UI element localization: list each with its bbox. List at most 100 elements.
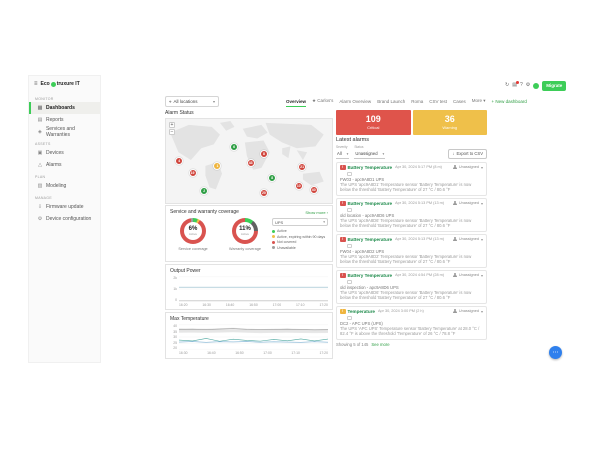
donut-caption: Warranty coverage — [229, 247, 261, 251]
legend-item: Active, expiring within 90 days — [272, 235, 328, 239]
map-zoom-in-button[interactable]: + — [169, 122, 175, 128]
alarm-card[interactable]: ! Battery Temperature Apr 30, 2024 5:13 … — [336, 197, 487, 232]
notification-badge — [515, 81, 519, 84]
notifications-icon[interactable]: ▤ — [512, 81, 519, 88]
tab-cases[interactable]: Cases — [453, 98, 466, 104]
coverage-legend: Active Active, expiring within 90 days N… — [272, 229, 328, 250]
alarm-description: The UPS 'apc9A8D6' Temperature sensor 'B… — [340, 218, 472, 229]
nav-item-label: Dashboards — [46, 105, 75, 111]
nav-item-label: Plan — [35, 175, 46, 179]
severity-icon: ! — [340, 308, 346, 314]
map-cluster-marker[interactable]: 21 — [298, 162, 307, 171]
alarm-card[interactable]: ! Battery Temperature Apr 30, 2024 5:13 … — [336, 233, 487, 268]
avatar[interactable] — [533, 82, 540, 89]
nav-item-label: Manage — [35, 196, 52, 200]
sidebar-item-reports[interactable]: ▤ Reports — [29, 114, 100, 126]
output-power-card: Output Power 2k 1k 0 16:20 16:30 16:40 16:50 1… — [165, 264, 333, 310]
nav-item-icon: ⚙ — [37, 216, 43, 222]
sidebar-item-services-warranties[interactable]: ◈ Services and Warranties — [29, 126, 100, 138]
tab-roma[interactable]: Roma — [411, 98, 424, 104]
nav-item-icon: ▥ — [37, 183, 43, 189]
map-cluster-marker[interactable]: 43 — [246, 158, 255, 167]
sidebar-item-alarms[interactable]: △ Alarms — [29, 159, 100, 171]
alarm-title-link[interactable]: Battery Temperature — [347, 200, 393, 206]
chevron-down-icon[interactable]: ▾ — [480, 236, 483, 242]
assignee-icon — [452, 273, 457, 278]
coverage-show-more-link[interactable]: Show more › — [305, 209, 328, 215]
alarm-description: The UPS 'apc9A8D2' Temperature sensor 'B… — [340, 254, 472, 265]
map-cluster-marker[interactable]: 19 — [188, 168, 197, 177]
coverage-donut: 11% Active Warranty coverage — [222, 218, 268, 251]
tab-more[interactable]: More ▾ — [471, 98, 486, 103]
chevron-down-icon[interactable]: ▾ — [480, 308, 483, 314]
tab-brand-launch[interactable]: Brand Launch — [377, 98, 406, 104]
filter-dropdown[interactable]: All ▾ — [336, 150, 350, 159]
tab-alarm-overview[interactable]: Alarm Overview — [339, 98, 372, 104]
settings-icon[interactable]: ⚙ — [525, 82, 531, 88]
sidebar-item-device-configuration[interactable]: ⚙ Device configuration — [29, 213, 100, 225]
map-cluster-marker[interactable]: 6 — [230, 142, 239, 151]
warning-summary-card[interactable]: 36 Warning — [412, 110, 487, 135]
critical-summary-card[interactable]: 109 Critical — [336, 110, 411, 135]
alarm-title-link[interactable]: Battery Temperature — [347, 236, 393, 242]
chevron-down-icon[interactable]: ▾ — [480, 200, 483, 206]
map-cluster-marker[interactable]: 20 — [259, 188, 268, 197]
new-dashboard-link[interactable]: + New dashboard — [491, 99, 527, 104]
max-temperature-card: Max Temperature 40 35 30 25 20 16:30 16:40 16:… — [165, 312, 333, 359]
alarm-card[interactable]: ! Battery Temperature Apr 30, 2024 4:54 … — [336, 269, 487, 304]
refresh-icon[interactable]: ↻ — [505, 82, 510, 88]
sidebar-section-monitor: Monitor — [29, 93, 100, 102]
tab-carloss[interactable]: ★ Carlos's — [312, 98, 334, 103]
sidebar-item-dashboards[interactable]: ▦ Dashboards — [29, 102, 100, 114]
coverage-device-filter[interactable]: UPS ▾ — [272, 218, 328, 226]
alarm-status: Unassigned — [458, 165, 479, 170]
alarm-card[interactable]: ! Battery Temperature Apr 30, 2024 5:17 … — [336, 161, 487, 196]
donut-caption: Service coverage — [178, 247, 208, 251]
map-cluster-marker[interactable]: 10 — [294, 182, 303, 191]
nav-item-label: Modeling — [46, 183, 67, 189]
map-cluster-marker[interactable]: 1 — [213, 162, 222, 171]
alarm-timestamp: Apr 30, 2024 5:13 PM (13 m) — [395, 201, 445, 206]
map-cluster-marker[interactable]: 40 — [309, 185, 318, 194]
max-temperature-title: Max Temperature — [170, 316, 209, 322]
alarm-description: The UPS 'APC UPS' Temperature sensor 'Ba… — [340, 326, 480, 337]
map-cluster-marker[interactable]: 8 — [268, 173, 277, 182]
menu-icon[interactable]: ≡ — [34, 81, 38, 87]
see-more-link[interactable]: See more — [371, 341, 390, 347]
tab-overview[interactable]: Overview — [286, 97, 307, 107]
tab-csv-test[interactable]: CSV test — [429, 98, 447, 104]
sidebar-item-modeling[interactable]: ▥ Modeling — [29, 180, 100, 192]
nav-item-label: Devices — [46, 150, 64, 156]
alarm-map[interactable]: + − 6 8 43 4 19 1 8 — [165, 118, 333, 204]
alarm-card[interactable]: ! Temperature Apr 30, 2024 3:00 PM (2 h)… — [336, 305, 487, 340]
sidebar: ≡ Eco truxure IT Monitor ▦ Dashboards ▤ — [28, 75, 101, 363]
latest-alarms-panel: Latest alarms Severity All ▾ Status Unass… — [336, 137, 487, 347]
help-icon[interactable]: ? — [519, 82, 523, 88]
location-selector[interactable]: ⌖ All locations ▾ — [165, 96, 219, 107]
migrate-button[interactable]: Migrate — [542, 80, 567, 91]
filter-dropdown[interactable]: Unassigned ▾ — [354, 150, 386, 159]
chevron-down-icon: ▾ — [323, 220, 325, 224]
sidebar-nav: Monitor ▦ Dashboards ▤ Reports ◈ Service… — [29, 93, 100, 225]
latest-alarms-title: Latest alarms — [336, 137, 370, 143]
max-temperature-chart — [179, 324, 328, 350]
sidebar-item-firmware-update[interactable]: ⇩ Firmware update — [29, 201, 100, 213]
chat-button[interactable]: ⋯ — [549, 346, 562, 359]
alarm-list: ! Battery Temperature Apr 30, 2024 5:17 … — [336, 161, 487, 340]
map-cluster-marker[interactable]: 8 — [259, 150, 268, 159]
alarm-title-link[interactable]: Battery Temperature — [347, 272, 393, 278]
export-csv-button[interactable]: ↓ Export to CSV — [448, 148, 487, 159]
chevron-down-icon[interactable]: ▾ — [480, 164, 483, 170]
map-cluster-marker[interactable]: 2 — [200, 187, 209, 196]
tag-icon — [347, 279, 352, 284]
legend-item: Not covered — [272, 240, 328, 244]
map-zoom-out-button[interactable]: − — [169, 129, 175, 135]
sidebar-item-devices[interactable]: ▣ Devices — [29, 147, 100, 159]
nav-item-icon: △ — [38, 162, 42, 168]
map-cluster-marker[interactable]: 4 — [175, 157, 184, 165]
assignee-icon — [452, 309, 457, 314]
alarm-status: Unassigned — [458, 201, 479, 206]
alarm-title-link[interactable]: Temperature — [347, 308, 376, 314]
chevron-down-icon[interactable]: ▾ — [480, 272, 483, 278]
alarm-title-link[interactable]: Battery Temperature — [347, 164, 393, 170]
